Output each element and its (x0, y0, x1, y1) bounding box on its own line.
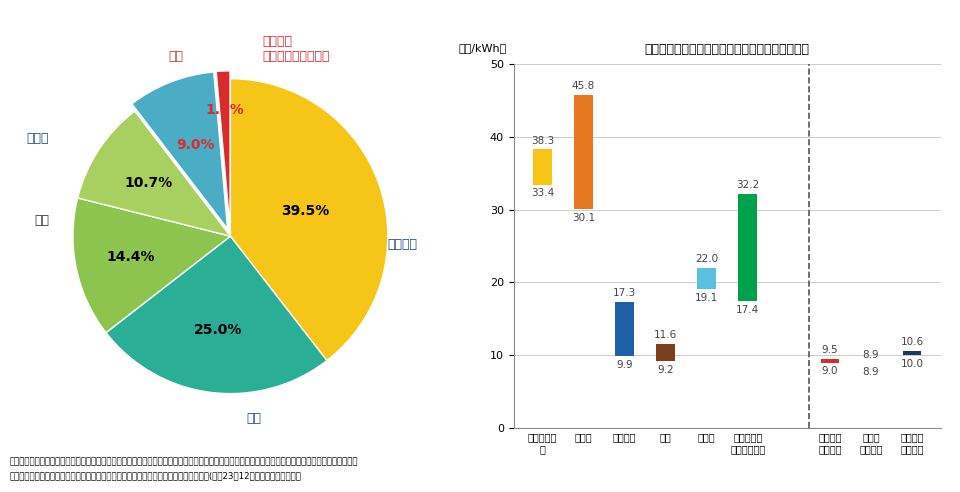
Text: 30.1: 30.1 (572, 213, 595, 222)
Text: （円/kWh）: （円/kWh） (458, 43, 506, 53)
Bar (821, 359, 839, 363)
Wedge shape (132, 72, 228, 229)
Text: 10.0: 10.0 (900, 359, 924, 369)
Text: 9.5: 9.5 (822, 345, 838, 355)
Text: 33.4: 33.4 (531, 188, 554, 198)
Bar (902, 351, 922, 355)
Text: 9.0%: 9.0% (176, 138, 214, 152)
Text: 天然ガス: 天然ガス (388, 238, 418, 250)
Text: 石炭: 石炭 (247, 412, 261, 426)
Wedge shape (230, 79, 388, 361)
Text: 22.0: 22.0 (695, 254, 718, 264)
Text: 17.3: 17.3 (612, 288, 636, 299)
Text: 32.2: 32.2 (736, 180, 759, 190)
Text: 石油: 石油 (35, 214, 49, 227)
Text: 10.6: 10.6 (900, 337, 924, 347)
Text: 19.1: 19.1 (695, 293, 718, 303)
Text: 10.7%: 10.7% (125, 176, 173, 189)
Bar (574, 94, 592, 209)
Wedge shape (106, 236, 327, 394)
Text: 17.4: 17.4 (736, 305, 759, 315)
Wedge shape (78, 111, 230, 236)
Text: 14.4%: 14.4% (106, 250, 155, 264)
Text: （出所）電気事業連合会「電源別発電電力量構成比」、「コスト等検証委員会報告書」(平成23年12月・国家戦略室）より: （出所）電気事業連合会「電源別発電電力量構成比」、「コスト等検証委員会報告書」(… (10, 471, 301, 480)
Text: 38.3: 38.3 (531, 135, 554, 146)
Bar (657, 343, 675, 361)
Text: 原子力: 原子力 (27, 132, 49, 145)
Bar (533, 149, 552, 185)
Title: コスト等検証委員会による主要電源のコスト試算: コスト等検証委員会による主要電源のコスト試算 (645, 43, 809, 56)
Text: 45.8: 45.8 (572, 81, 595, 91)
Text: 9.9: 9.9 (616, 360, 633, 369)
Text: 水力除く
再生可能エネルギー: 水力除く 再生可能エネルギー (262, 35, 329, 63)
Text: 8.9: 8.9 (863, 367, 879, 377)
Bar (615, 302, 634, 356)
Text: 25.0%: 25.0% (194, 323, 243, 337)
Text: 11.6: 11.6 (654, 330, 677, 340)
Text: 39.5%: 39.5% (280, 204, 329, 217)
Wedge shape (73, 198, 230, 333)
Bar (738, 193, 757, 301)
Text: 水力: 水力 (168, 50, 183, 63)
Bar (697, 268, 716, 289)
Text: 9.2: 9.2 (658, 365, 674, 375)
Text: （注）「再生可能エネルギー等」の「等」には、廃棄物エネルギー回収、廃棄物燃料製品、廃熱利用熱供給、産業蒸気回収、産業電力回収が含まれる。: （注）「再生可能エネルギー等」の「等」には、廃棄物エネルギー回収、廃棄物燃料製品… (10, 457, 358, 466)
Text: 9.0: 9.0 (822, 366, 838, 376)
Text: 1.4%: 1.4% (205, 103, 244, 117)
Wedge shape (216, 71, 230, 228)
Text: 8.9: 8.9 (863, 350, 879, 360)
